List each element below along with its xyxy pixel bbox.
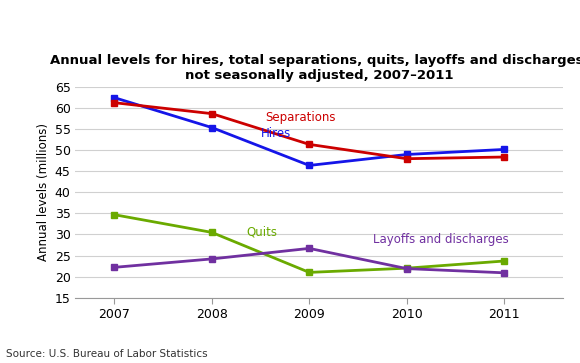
Text: Separations: Separations [266,111,336,124]
Text: Source: U.S. Bureau of Labor Statistics: Source: U.S. Bureau of Labor Statistics [6,349,208,359]
Title: Annual levels for hires, total separations, quits, layoffs and discharges,
not s: Annual levels for hires, total separatio… [50,54,580,82]
Y-axis label: Annual levels (millions): Annual levels (millions) [37,123,50,261]
Text: Layoffs and discharges: Layoffs and discharges [372,233,508,246]
Text: Hires: Hires [260,127,291,140]
Text: Quits: Quits [246,225,277,238]
